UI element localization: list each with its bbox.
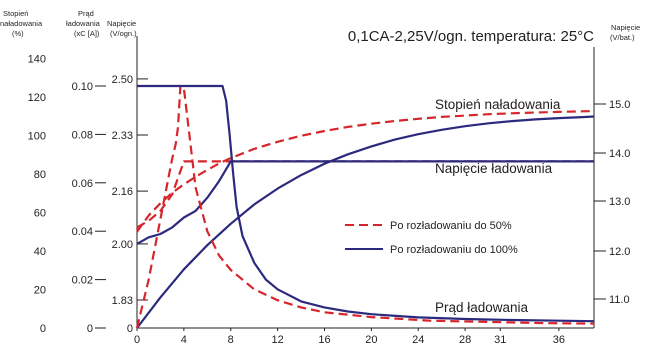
- soc-tick-label: 40: [34, 246, 46, 258]
- battery-voltage-tick-label: 13.0: [609, 196, 630, 208]
- series-line-cell_voltage-50: [136, 160, 594, 229]
- battery-voltage-tick-label: 12.0: [609, 246, 630, 258]
- cell-voltage-tick-label: 2.33: [112, 130, 133, 142]
- soc-tick-label: 0: [40, 323, 46, 335]
- current-axis-header-line1: Prąd: [78, 9, 94, 18]
- series-line-soc-50: [136, 110, 595, 233]
- legend: Po rozładowaniu do 50% Po rozładowaniu d…: [345, 220, 518, 256]
- soc-axis-header-line2: naładowania: [0, 19, 43, 28]
- curve-label-voltage: Napięcie ładowania: [435, 161, 553, 176]
- current-tick-label: 0.08: [72, 129, 93, 141]
- cell-voltage-tick-label: 2.50: [112, 74, 133, 86]
- legend-label-50: Po rozładowaniu do 50%: [390, 220, 512, 232]
- cell-voltage-axis-header-line2: (V/ogn.): [110, 29, 137, 38]
- cell-voltage-axis-header-line1: Napięcie: [107, 19, 136, 28]
- series-line-current-50: [135, 84, 595, 329]
- series-line-cell_voltage-100: [136, 160, 594, 245]
- cell-voltage-tick-label: 2.00: [112, 239, 133, 251]
- soc-tick-label: 140: [28, 53, 46, 65]
- cell-voltage-tick-label: 2.16: [112, 186, 133, 198]
- soc-tick-label: 80: [34, 169, 46, 181]
- battery-voltage-axis-header-line2: (V/bat.): [610, 33, 635, 42]
- soc-tick-label: 100: [28, 130, 46, 142]
- data-series: [135, 84, 595, 329]
- x-tick-label: 8: [228, 334, 234, 346]
- current-tick-label: 0: [87, 323, 93, 335]
- x-tick-label: 28: [459, 334, 471, 346]
- battery-voltage-tick-label: 15.0: [609, 99, 630, 111]
- curve-label-soc: Stopień naładowania: [435, 97, 561, 112]
- curve-label-current: Prąd ładowania: [435, 300, 529, 315]
- x-tick-label: 12: [271, 334, 283, 346]
- battery-voltage-axis-header-line1: Napięcie: [611, 23, 640, 32]
- x-tick-label: 24: [412, 334, 424, 346]
- cell-voltage-tick-label: 1.83: [112, 295, 133, 307]
- axis-ticks: 0 4 8 12 16 20 24 28 31 36 0 20 40 60 80 100 120 140 0 0.02…: [28, 53, 631, 346]
- battery-voltage-tick-label: 14.0: [609, 148, 630, 160]
- series-line-soc-100: [136, 115, 595, 329]
- x-tick-label: 4: [181, 334, 187, 346]
- x-tick-label: 0: [134, 334, 140, 346]
- current-tick-label: 0.06: [72, 178, 93, 190]
- x-tick-label: 20: [365, 334, 377, 346]
- chart-title: 0,1CA-2,25V/ogn. temperatura: 25°C: [348, 28, 594, 45]
- series-line-current-100: [137, 84, 595, 323]
- current-tick-label: 0.04: [72, 226, 93, 238]
- soc-axis-header-line3: (%): [12, 29, 24, 38]
- x-tick-label: 36: [553, 334, 565, 346]
- current-axis-header-line2: ładowania: [66, 19, 101, 28]
- battery-voltage-tick-label: 11.0: [609, 294, 630, 306]
- legend-label-100: Po rozładowaniu do 100%: [390, 244, 518, 256]
- current-axis-header-line3: (xC [A]): [74, 29, 100, 38]
- soc-tick-label: 120: [28, 92, 46, 104]
- soc-axis-header-line1: Stopień: [3, 9, 28, 18]
- soc-tick-label: 20: [34, 284, 46, 296]
- current-tick-label: 0.10: [72, 81, 93, 93]
- x-tick-label: 31: [494, 334, 506, 346]
- soc-tick-label: 60: [34, 207, 46, 219]
- cell-voltage-tick-label: 0: [127, 323, 133, 335]
- current-tick-label: 0.02: [72, 275, 93, 287]
- x-tick-label: 16: [318, 334, 330, 346]
